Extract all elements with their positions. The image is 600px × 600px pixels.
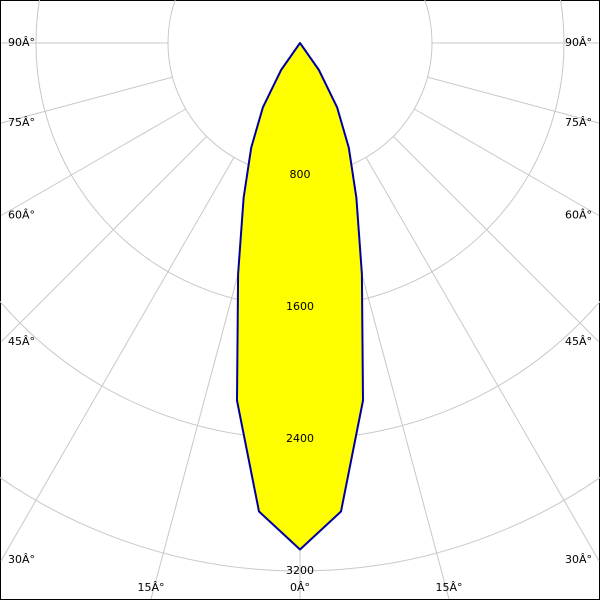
grid-line [414, 108, 600, 217]
grid-line [0, 157, 235, 562]
angle-tick-label: 60Â° [8, 209, 35, 222]
angle-tick-label: 75Â° [565, 116, 592, 129]
r-tick-label: 800 [290, 168, 311, 181]
angle-tick-label: 90Â° [8, 36, 35, 49]
intensity-curve [236, 42, 364, 551]
angle-tick-label: 45Â° [565, 335, 592, 348]
r-tick-label: 2400 [286, 432, 314, 445]
angle-tick-label: 60Â° [565, 209, 592, 222]
grid-line [0, 135, 208, 343]
grid-line [392, 135, 600, 343]
angle-tick-label: 30Â° [8, 553, 35, 566]
angle-tick-label: 0Â° [290, 581, 310, 594]
angle-tick-label: 90Â° [565, 36, 592, 49]
angle-tick-label: 15Â° [138, 581, 165, 594]
grid-line [365, 157, 600, 562]
r-tick-label: 1600 [286, 300, 314, 313]
angle-tick-label: 75Â° [8, 116, 35, 129]
grid-line [0, 108, 186, 217]
r-tick-label: 3200 [286, 564, 314, 577]
angle-tick-label: 15Â° [435, 581, 462, 594]
angle-tick-label: 45Â° [8, 335, 35, 348]
grid-line [0, 76, 173, 124]
grid-line [427, 76, 600, 124]
angle-tick-label: 30Â° [565, 553, 592, 566]
